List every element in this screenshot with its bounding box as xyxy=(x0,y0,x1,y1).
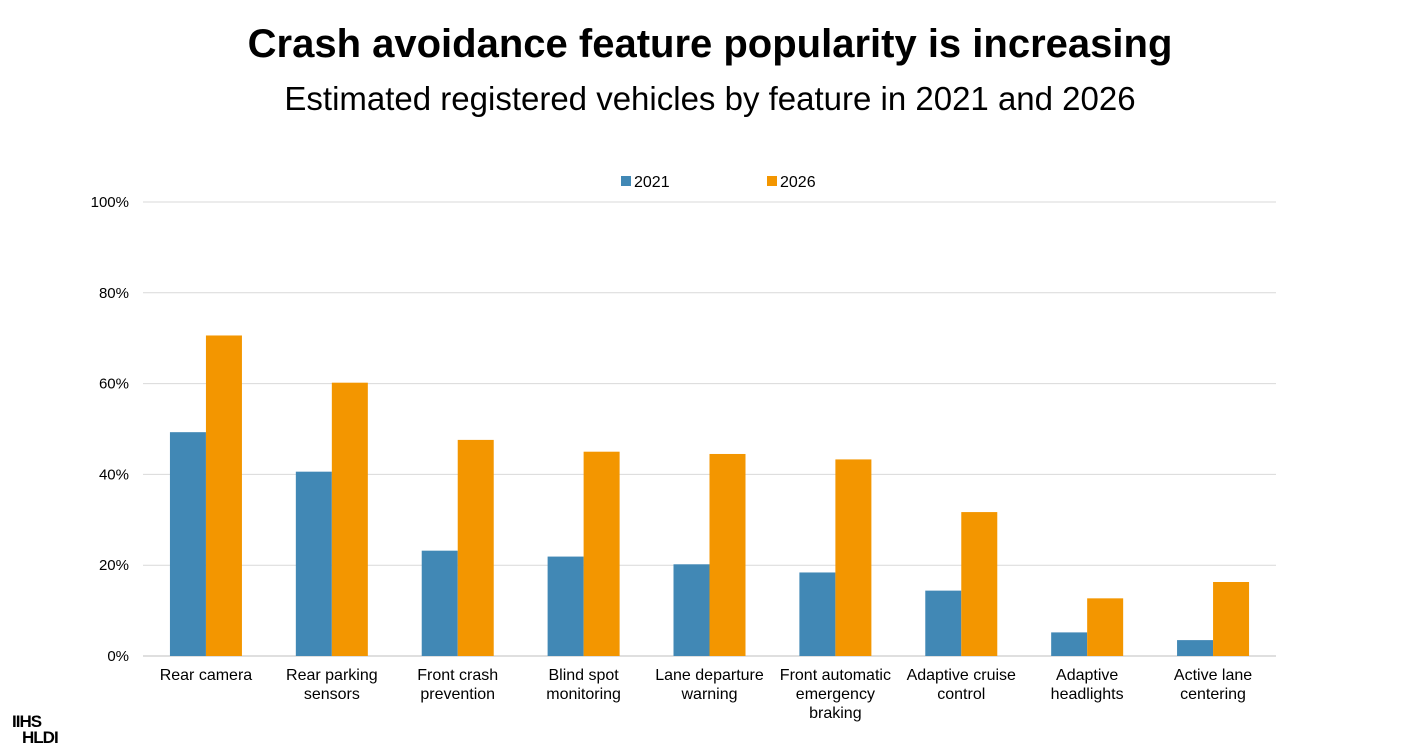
legend-label: 2026 xyxy=(780,174,816,191)
bar-2021 xyxy=(1177,640,1214,656)
x-tick-label: Front crash prevention xyxy=(393,666,523,704)
bar-2026 xyxy=(331,382,368,656)
x-tick-label-line: centering xyxy=(1180,686,1246,703)
chart-subtitle: Estimated registered vehicles by feature… xyxy=(284,80,1136,117)
bar-2026 xyxy=(1213,581,1250,656)
x-tick-label: Active lane centering xyxy=(1148,666,1278,704)
x-tick-label: Adaptive cruise control xyxy=(896,666,1026,704)
x-tick-label-line: sensors xyxy=(303,686,360,703)
x-tick-label-line: Blind spot xyxy=(548,667,619,684)
logo-line-1: IIHS xyxy=(12,712,42,731)
x-tick-label-line: braking xyxy=(809,705,862,722)
bars xyxy=(169,335,1250,656)
x-tick-label-line: warning xyxy=(681,686,738,703)
bar-2026 xyxy=(961,512,998,656)
y-tick-label: 0% xyxy=(107,648,129,665)
x-tick-label: Front automatic emergency braking xyxy=(770,666,900,723)
bar-2021 xyxy=(925,590,962,656)
x-tick-label-line: Rear camera xyxy=(159,667,253,684)
x-tick-label-line: emergency xyxy=(795,686,875,703)
bar-2026 xyxy=(205,335,242,656)
x-tick-label: Blind spot monitoring xyxy=(519,666,649,704)
legend: 2021 2026 xyxy=(621,174,816,191)
bar-2026 xyxy=(457,439,494,656)
legend-label: 2021 xyxy=(634,174,670,191)
x-tick-label-line: monitoring xyxy=(546,686,621,703)
bar-2026 xyxy=(1087,598,1124,656)
logo-line-2: HLDI xyxy=(22,728,59,747)
legend-swatch xyxy=(767,176,777,186)
bar-2026 xyxy=(709,453,746,656)
x-tick-label-line: prevention xyxy=(420,686,496,703)
bar-2021 xyxy=(169,432,206,656)
x-tick-label-line: Adaptive xyxy=(1056,667,1119,684)
y-tick-label: 40% xyxy=(99,466,129,483)
y-tick-label: 20% xyxy=(99,557,129,574)
bar-2021 xyxy=(547,556,584,656)
x-tick-label-line: control xyxy=(937,686,986,703)
x-tick-label-line: Front automatic xyxy=(779,667,891,684)
bar-2021 xyxy=(1051,632,1088,656)
bar-2021 xyxy=(421,550,458,656)
iihs-hldi-logo: IIHS HLDI xyxy=(12,712,64,750)
bar-2026 xyxy=(583,451,620,656)
y-axis-ticks: 0% 20% 40% 60% 80% 100% xyxy=(91,194,129,665)
bar-2026 xyxy=(835,459,872,656)
x-tick-label: Rear parking sensors xyxy=(267,666,397,704)
chart-title: Crash avoidance feature popularity is in… xyxy=(247,22,1173,66)
y-tick-label: 100% xyxy=(91,194,129,211)
x-tick-label: Rear camera xyxy=(141,666,271,685)
x-tick-label-line: Active lane xyxy=(1173,667,1253,684)
x-tick-label-line: headlights xyxy=(1050,686,1124,703)
bar-2021 xyxy=(673,564,710,656)
bar-2021 xyxy=(799,572,836,656)
x-tick-label-line: Adaptive cruise xyxy=(906,667,1016,684)
x-tick-label-line: Rear parking xyxy=(286,667,378,684)
x-tick-label: Lane departure warning xyxy=(645,666,775,704)
y-tick-label: 60% xyxy=(99,376,129,393)
x-tick-label-line: Lane departure xyxy=(655,667,764,684)
x-tick-label-line: Front crash xyxy=(417,667,499,684)
legend-swatch xyxy=(621,176,631,186)
bar-2021 xyxy=(295,471,332,656)
y-tick-label: 80% xyxy=(99,285,129,302)
x-tick-label: Adaptive headlights xyxy=(1022,666,1152,704)
